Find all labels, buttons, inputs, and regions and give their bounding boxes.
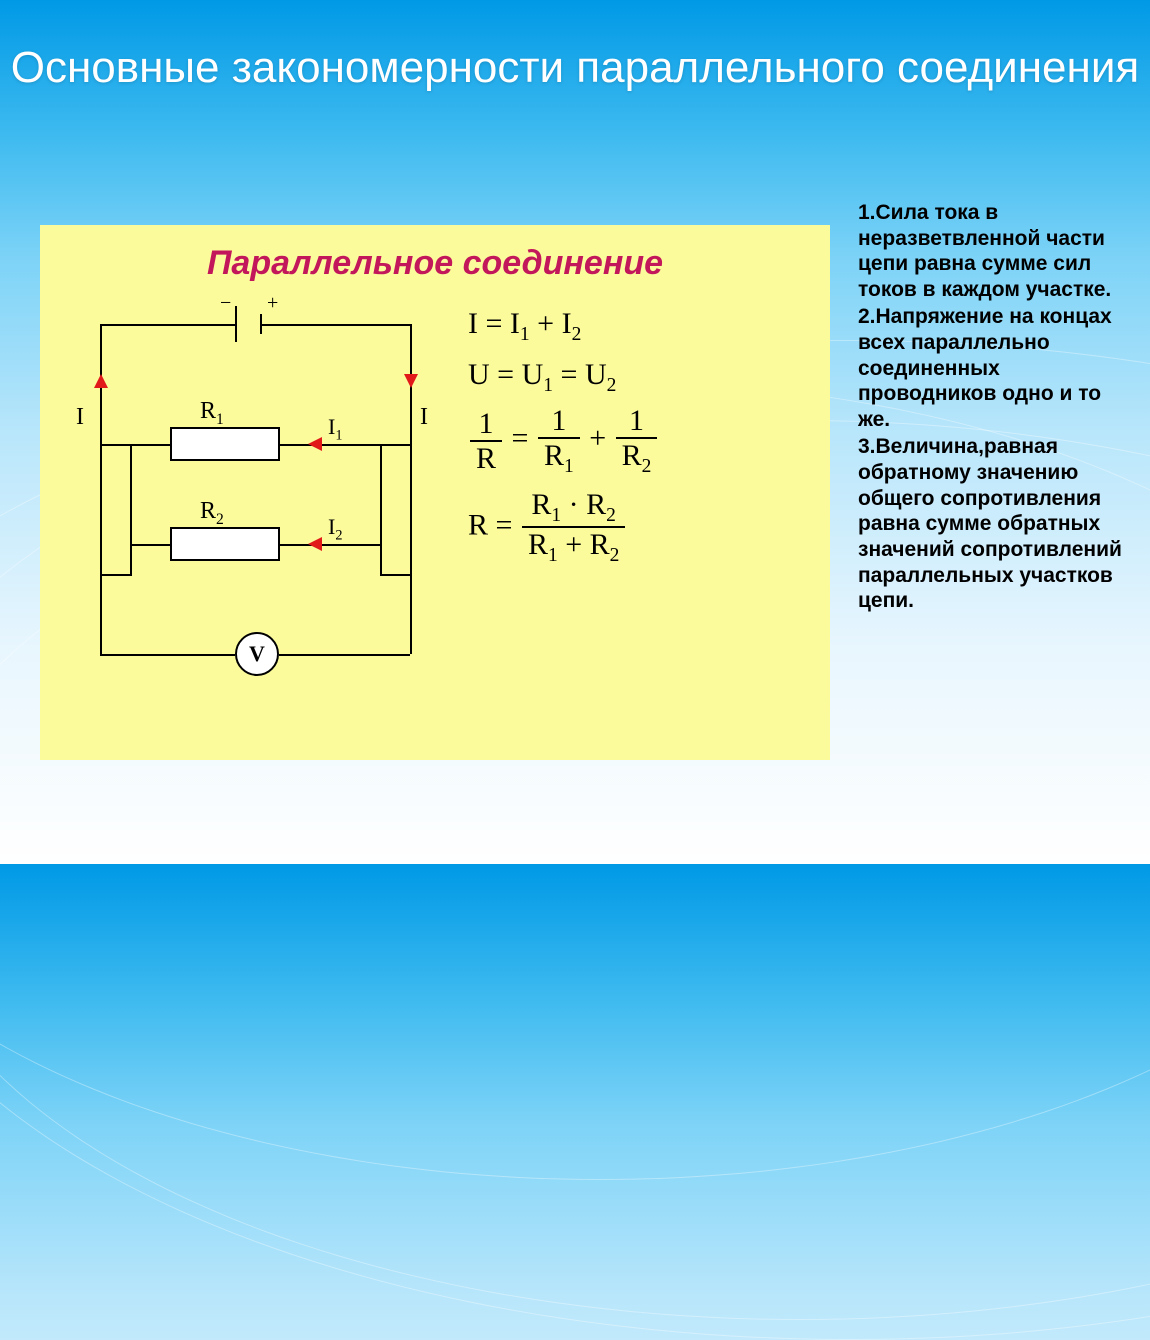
label-I-right: I <box>420 404 428 431</box>
label-I-left: I <box>76 404 84 431</box>
current-arrow-i2 <box>308 537 322 551</box>
eq-product-over-sum: R = R1 · R2 R1 + R2 <box>468 488 810 567</box>
eq-reciprocal: 1R = 1R1 + 1R2 <box>468 404 810 477</box>
current-arrow-i1 <box>308 437 322 451</box>
label-R2: R2 <box>200 498 224 529</box>
label-I1: I1 <box>328 414 342 444</box>
eq-voltage: U = U1 = U2 <box>468 353 810 400</box>
label-I2: I2 <box>328 514 342 544</box>
slide-title: Основные закономерности параллельного со… <box>0 40 1150 95</box>
rule-2: 2.Напряжение на концах всех параллельно … <box>858 304 1128 432</box>
current-arrow-right <box>404 374 418 388</box>
voltmeter: V <box>235 632 279 676</box>
diagram-body: − + V <box>60 294 810 714</box>
diagram-panel: Параллельное соединение − + V <box>40 225 830 760</box>
rule-1: 1.Сила тока в неразветвленной части цепи… <box>858 200 1128 302</box>
label-R1: R1 <box>200 398 224 429</box>
equations: I = I1 + I2 U = U1 = U2 1R = 1R1 + 1R2 R… <box>468 294 810 571</box>
cell-plus-label: + <box>267 292 278 315</box>
eq-current: I = I1 + I2 <box>468 302 810 349</box>
current-arrow-left <box>94 374 108 388</box>
circuit-diagram: − + V <box>60 294 450 714</box>
rule-3: 3.Величина,равная обратному значению общ… <box>858 434 1128 613</box>
cell-minus-label: − <box>220 292 231 315</box>
diagram-title: Параллельное соединение <box>60 243 810 284</box>
text-panel: 1.Сила тока в неразветвленной части цепи… <box>858 200 1128 616</box>
